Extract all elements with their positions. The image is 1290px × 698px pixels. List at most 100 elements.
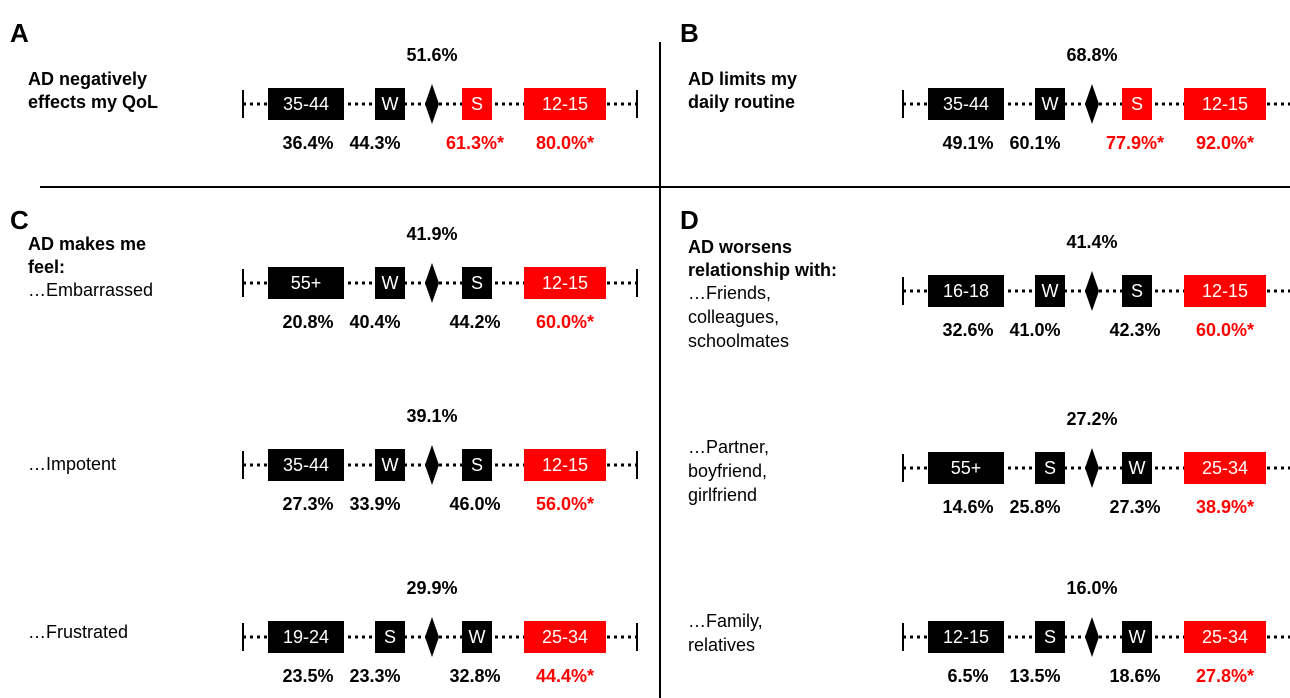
row-heading: relationship with: <box>688 260 837 280</box>
group-box-label: W <box>1042 281 1059 301</box>
center-diamond <box>1085 617 1099 657</box>
group-percent: 77.9%* <box>1106 133 1164 153</box>
group-box <box>268 621 344 653</box>
group-box <box>928 275 1004 307</box>
group-percent: 44.3% <box>349 133 400 153</box>
group-box <box>462 449 492 481</box>
center-diamond <box>425 617 439 657</box>
group-box <box>1122 88 1152 120</box>
group-box-label: 25-34 <box>542 627 588 647</box>
group-percent: 92.0%* <box>1196 133 1254 153</box>
group-box-label: W <box>1129 627 1146 647</box>
group-box-label: S <box>471 94 483 114</box>
group-box-label: 12-15 <box>1202 281 1248 301</box>
group-box <box>524 88 606 120</box>
group-box <box>268 88 344 120</box>
center-diamond <box>1085 271 1099 311</box>
center-percent: 16.0% <box>1066 578 1117 598</box>
group-box <box>375 267 405 299</box>
row-label: …Friends, <box>688 283 771 303</box>
row-label: …Family, <box>688 611 763 631</box>
group-box <box>1035 452 1065 484</box>
center-percent: 68.8% <box>1066 45 1117 65</box>
group-box <box>928 88 1004 120</box>
group-percent: 27.8%* <box>1196 666 1254 686</box>
row-label: colleagues, <box>688 307 779 327</box>
group-box-label: 12-15 <box>1202 94 1248 114</box>
panel-letter: D <box>680 205 699 235</box>
group-percent: 60.0%* <box>536 312 594 332</box>
group-box <box>268 449 344 481</box>
group-percent: 14.6% <box>942 497 993 517</box>
group-box-label: 55+ <box>291 273 322 293</box>
group-box-label: S <box>471 455 483 475</box>
row-label: …Embarrassed <box>28 280 153 300</box>
group-percent: 32.6% <box>942 320 993 340</box>
row-label: girlfriend <box>688 485 757 505</box>
group-box <box>375 621 405 653</box>
group-percent: 56.0%* <box>536 494 594 514</box>
group-box <box>1035 275 1065 307</box>
group-box-label: S <box>1044 458 1056 478</box>
row-heading: feel: <box>28 257 65 277</box>
group-box <box>462 621 492 653</box>
center-percent: 27.2% <box>1066 409 1117 429</box>
group-box-label: 35-44 <box>943 94 989 114</box>
panel-letter: C <box>10 205 29 235</box>
row-heading: daily routine <box>688 92 795 112</box>
row-heading: AD limits my <box>688 69 797 89</box>
group-percent: 27.3% <box>282 494 333 514</box>
group-percent: 44.4%* <box>536 666 594 686</box>
group-percent: 13.5% <box>1009 666 1060 686</box>
group-percent: 40.4% <box>349 312 400 332</box>
group-box <box>1184 452 1266 484</box>
group-percent: 41.0% <box>1009 320 1060 340</box>
panel-letter: A <box>10 18 29 48</box>
center-percent: 39.1% <box>406 406 457 426</box>
group-box <box>1035 88 1065 120</box>
group-box <box>1184 88 1266 120</box>
group-percent: 20.8% <box>282 312 333 332</box>
center-diamond <box>425 84 439 124</box>
group-percent: 25.8% <box>1009 497 1060 517</box>
group-percent: 33.9% <box>349 494 400 514</box>
row-label: …Impotent <box>28 454 116 474</box>
group-box-label: S <box>1131 281 1143 301</box>
group-box-label: 16-18 <box>943 281 989 301</box>
group-box-label: 12-15 <box>542 273 588 293</box>
group-box-label: W <box>382 273 399 293</box>
group-percent: 18.6% <box>1109 666 1160 686</box>
group-percent: 36.4% <box>282 133 333 153</box>
center-percent: 51.6% <box>406 45 457 65</box>
group-percent: 44.2% <box>449 312 500 332</box>
group-percent: 61.3%* <box>446 133 504 153</box>
group-percent: 42.3% <box>1109 320 1160 340</box>
group-box <box>1035 621 1065 653</box>
group-percent: 60.1% <box>1009 133 1060 153</box>
group-percent: 38.9%* <box>1196 497 1254 517</box>
group-box-label: 25-34 <box>1202 458 1248 478</box>
group-box-label: S <box>1044 627 1056 647</box>
group-box <box>1122 452 1152 484</box>
row-label: boyfriend, <box>688 461 767 481</box>
group-box-label: 12-15 <box>542 455 588 475</box>
group-box-label: W <box>469 627 486 647</box>
center-diamond <box>425 445 439 485</box>
row-heading: AD makes me <box>28 234 146 254</box>
group-box-label: 25-34 <box>1202 627 1248 647</box>
group-box <box>375 449 405 481</box>
group-box <box>462 267 492 299</box>
group-box-label: 12-15 <box>943 627 989 647</box>
group-box-label: 35-44 <box>283 94 329 114</box>
group-box-label: 35-44 <box>283 455 329 475</box>
group-box <box>1122 621 1152 653</box>
group-box <box>928 621 1004 653</box>
group-box-label: S <box>384 627 396 647</box>
group-box <box>1122 275 1152 307</box>
group-box-label: W <box>1042 94 1059 114</box>
group-percent: 60.0%* <box>1196 320 1254 340</box>
center-percent: 41.4% <box>1066 232 1117 252</box>
row-label: relatives <box>688 635 755 655</box>
group-box <box>524 449 606 481</box>
